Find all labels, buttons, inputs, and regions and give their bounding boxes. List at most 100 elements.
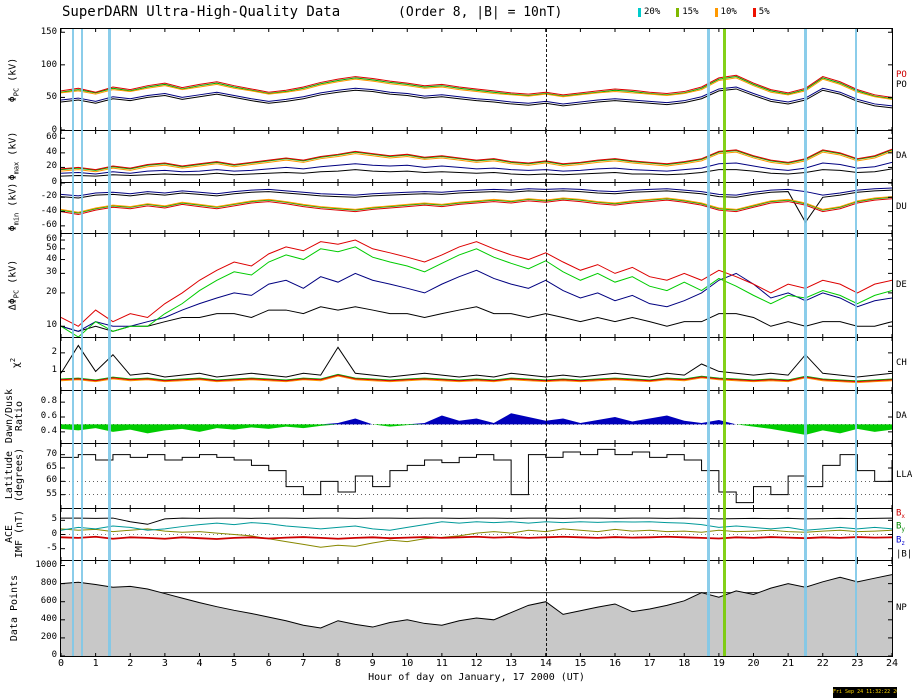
- y-tick-label: 400: [40, 613, 57, 624]
- legend-tick-1: [676, 7, 680, 17]
- event-line: [722, 29, 726, 656]
- y-tick-label: 1000: [35, 559, 57, 570]
- y-tick-label: 55: [46, 488, 57, 499]
- panel-latitude: [61, 443, 892, 508]
- area-fill: [61, 574, 892, 656]
- x-tick-label: 5: [231, 658, 238, 669]
- x-tick-label: 13: [505, 658, 518, 669]
- panel-plot-ace-imf: [61, 509, 892, 560]
- right-label: Bz: [896, 535, 906, 548]
- panel-data-points: [61, 560, 892, 656]
- panel-delta-phi-pc: [61, 233, 892, 337]
- right-label: DA: [896, 150, 907, 161]
- panel-ace-imf: [61, 508, 892, 560]
- x-tick-label: 16: [608, 658, 622, 669]
- y-tick-label: 200: [40, 631, 57, 642]
- series-black: [61, 189, 892, 224]
- y-tick-label: 0: [51, 125, 57, 135]
- y-tick-label: 2: [51, 346, 57, 357]
- y-axis-label-phi-max: Φmax (kV): [7, 131, 21, 180]
- legend-tick-2: [714, 7, 718, 17]
- series-red: [61, 148, 892, 171]
- y-tick-label: 0: [51, 650, 57, 660]
- x-tick-label: 14: [539, 658, 552, 669]
- x-tick-label: 4: [196, 658, 203, 669]
- y-tick-label: 30: [46, 267, 57, 278]
- right-label: CH: [896, 358, 907, 368]
- right-label: DE: [896, 279, 907, 290]
- panel-phi-min: [61, 182, 892, 233]
- y-axis-label-latitude: Latitude (degrees): [4, 447, 25, 503]
- right-label: DU: [896, 202, 907, 212]
- series-red: [61, 374, 892, 383]
- y-tick-label: 50: [46, 242, 57, 253]
- legend-item: 20%: [638, 7, 660, 17]
- x-tick-label: 8: [334, 658, 342, 669]
- y-tick-label: 60: [46, 475, 57, 486]
- series-black: [61, 168, 892, 177]
- legend-item: 5%: [752, 7, 770, 17]
- y-tick-label: 65: [46, 462, 57, 472]
- y-tick-label: 60: [46, 234, 57, 245]
- x-tick-label: 6: [265, 658, 272, 669]
- x-tick-label: 23: [851, 658, 864, 669]
- y-tick-label: 0.8: [40, 396, 57, 407]
- right-label: Bx: [896, 507, 906, 520]
- y-tick-label: 70: [46, 448, 57, 459]
- x-tick-label: 9: [369, 658, 376, 669]
- x-axis-title: Hour of day on January, 17 2000 (UT): [368, 672, 585, 683]
- y-tick-label: 0.4: [40, 425, 57, 436]
- panel-plot-chi-squared: [61, 338, 892, 390]
- series-green: [61, 76, 892, 100]
- legend-tick-3: [752, 7, 756, 17]
- right-labels-phi-pc: PO PO: [896, 70, 907, 90]
- y-tick-label: 60: [46, 132, 57, 143]
- reference-line-dashed: [545, 29, 547, 656]
- y-tick-label: -5: [46, 542, 57, 553]
- panel-phi-pc: [61, 29, 892, 130]
- y-tick-label: 20: [46, 286, 57, 297]
- legend-label: 10%: [720, 7, 737, 17]
- y-tick-label: 10: [46, 320, 57, 331]
- right-labels-phi-max: DA: [896, 151, 907, 161]
- y-tick-label: 40: [46, 253, 57, 264]
- series-green: [61, 196, 892, 214]
- x-tick-label: 7: [300, 658, 307, 669]
- right-labels-ace-imf: Bx By Bz |B|: [896, 508, 912, 559]
- y-tick-label: 20: [46, 161, 57, 172]
- y-axis-label-dawn-dusk-ratio: Dawn/Dusk Ratio: [4, 388, 25, 444]
- panel-plot-phi-pc: [61, 29, 892, 130]
- series-orange: [61, 375, 892, 384]
- series-Bz: [61, 521, 892, 531]
- series-orange: [61, 196, 892, 213]
- series-|B|: [61, 517, 892, 525]
- panel-plot-latitude: [61, 444, 892, 508]
- series-navy: [61, 161, 892, 175]
- right-label: LLA: [896, 470, 913, 480]
- y-tick-label: -40: [40, 205, 57, 216]
- legend-item: 15%: [676, 7, 699, 17]
- x-tick-label: 10: [401, 658, 414, 669]
- print-timestamp: Fri Sep 24 11:32:22 2004: [833, 687, 897, 698]
- panel-plot-dawn-dusk-ratio: [61, 391, 892, 443]
- series-green: [61, 373, 892, 382]
- series-green: [61, 149, 892, 171]
- x-tick-label: 22: [816, 658, 829, 669]
- series-navy: [61, 187, 892, 197]
- quality-legend: 20% 15% 10% 5%: [638, 7, 770, 17]
- y-axis-label-phi-min: Φmin (kV): [7, 182, 21, 232]
- right-labels-phi-min: DU: [896, 202, 907, 212]
- panel-chi-squared: [61, 337, 892, 390]
- y-axis-label-data-points: Data Points: [9, 574, 20, 641]
- legend-label: 20%: [644, 7, 661, 17]
- ratio-fill-above: [61, 413, 892, 425]
- legend-item: 10%: [714, 7, 737, 17]
- event-line: [72, 29, 75, 656]
- series-By: [61, 528, 892, 548]
- y-tick-label: 5: [51, 514, 57, 525]
- x-tick-label: 0: [57, 658, 65, 669]
- y-axis-label-chi-squared: χ2: [8, 357, 23, 369]
- y-tick-label: 50: [46, 92, 57, 103]
- y-tick-label: 600: [40, 595, 57, 606]
